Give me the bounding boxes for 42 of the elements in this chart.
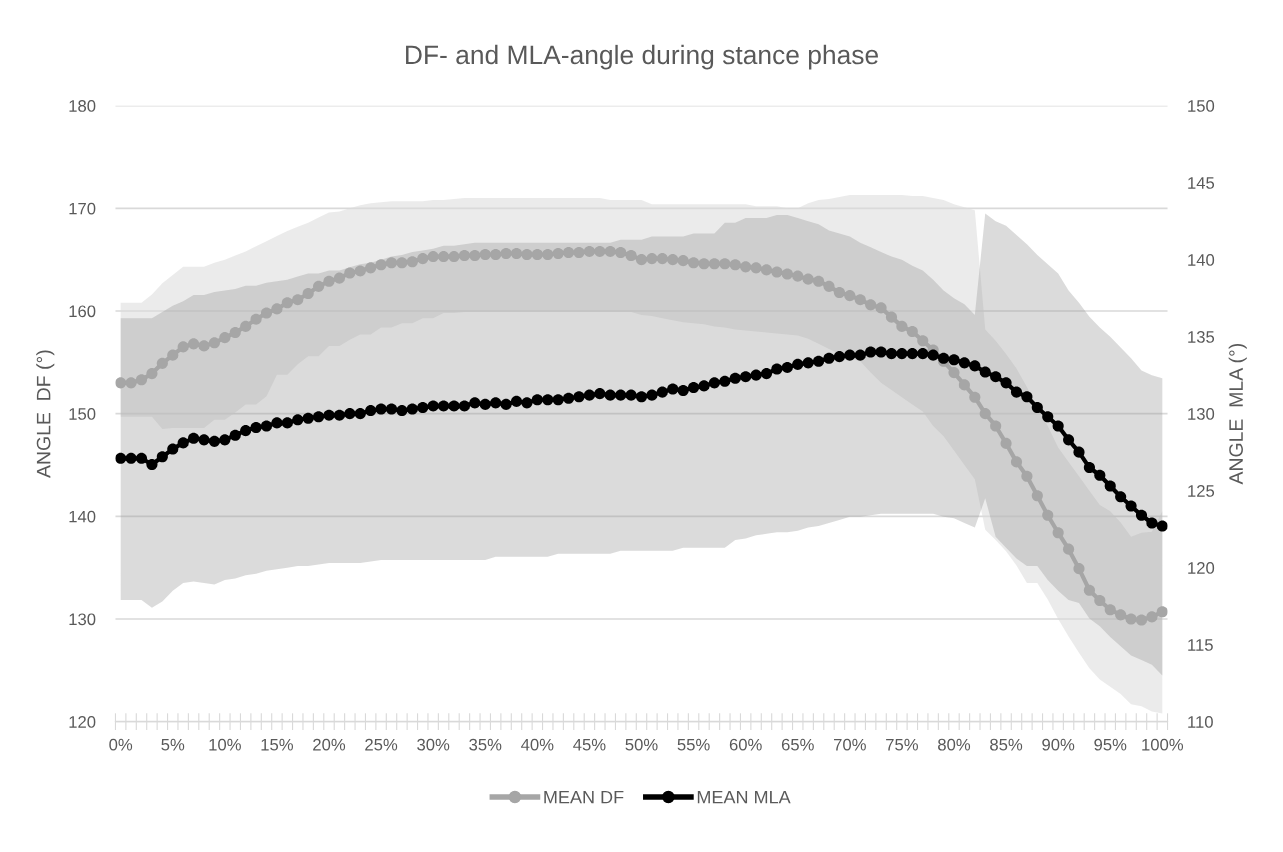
y-tick-label: 160 xyxy=(69,305,96,318)
x-tick-label: 75% xyxy=(886,738,918,751)
y2-tick-label: 120 xyxy=(1188,562,1215,574)
x-tick-label: 80% xyxy=(938,738,971,751)
x-tick-label: 5% xyxy=(161,738,185,751)
x-tick-label: 30% xyxy=(417,738,450,751)
legend-label: MEAN MLA xyxy=(697,790,791,804)
y2-tick-label: 145 xyxy=(1188,177,1215,189)
y2-tick-label: 110 xyxy=(1188,716,1213,728)
x-tick-label: 40% xyxy=(521,738,554,751)
y2-tick-label: 125 xyxy=(1188,485,1215,497)
y-tick-label: 180 xyxy=(69,100,96,112)
y2-tick-label: 140 xyxy=(1188,254,1215,266)
y-tick-label: 170 xyxy=(69,202,96,215)
x-tick-label: 55% xyxy=(677,738,710,751)
x-tick-label: 15% xyxy=(261,738,294,751)
x-tick-label: 90% xyxy=(1042,738,1075,751)
y-tick-label: 140 xyxy=(69,510,96,523)
x-tick-label: 10% xyxy=(209,738,241,751)
y2-tick-label: 130 xyxy=(1188,408,1215,420)
x-tick-label: 45% xyxy=(573,738,606,751)
chart-title: DF- and MLA-angle during stance phase xyxy=(406,44,878,70)
x-tick-label: 50% xyxy=(625,738,658,751)
y2-axis-title: ANGLE MLA (°) xyxy=(1228,343,1247,485)
x-tick-label: 70% xyxy=(834,738,866,751)
y-tick-label: 120 xyxy=(69,716,96,728)
x-tick-label: 20% xyxy=(313,738,346,751)
legend-label: MEAN DF xyxy=(544,790,624,804)
x-tick-label: 65% xyxy=(781,738,814,751)
x-tick-label: 35% xyxy=(469,738,502,751)
x-tick-label: 100% xyxy=(1142,738,1184,751)
y-tick-label: 150 xyxy=(69,408,96,420)
x-tick-label: 60% xyxy=(729,738,762,751)
y2-tick-label: 150 xyxy=(1188,100,1215,112)
y2-tick-label: 115 xyxy=(1188,639,1213,651)
y2-tick-label: 135 xyxy=(1188,331,1215,343)
x-tick-label: 85% xyxy=(990,738,1023,751)
y-tick-label: 130 xyxy=(69,613,96,626)
x-tick-label: 0% xyxy=(109,738,133,751)
x-tick-label: 25% xyxy=(365,738,398,751)
y-axis-title: ANGLE DF (°) xyxy=(36,350,55,478)
x-tick-label: 95% xyxy=(1094,738,1127,751)
